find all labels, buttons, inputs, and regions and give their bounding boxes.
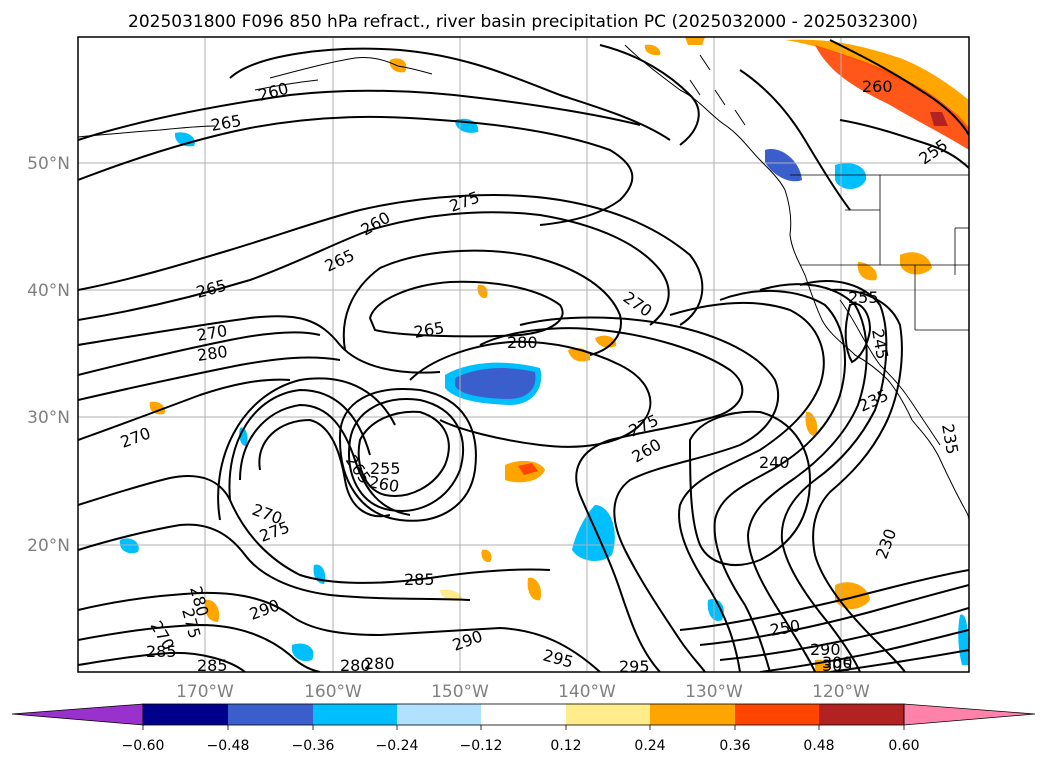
colorbar-swatch: [397, 704, 481, 725]
colorbar-tick-label: −0.12: [460, 738, 503, 754]
map-title: 2025031800 F096 850 hPa refract., river …: [128, 12, 918, 32]
colorbar-tick-label: 0.48: [803, 738, 834, 754]
colorbar-tick-label: −0.60: [122, 738, 165, 754]
lon-label: 140°W: [558, 682, 616, 702]
contour-label: 280: [340, 656, 371, 675]
contour-label: 285: [404, 570, 435, 589]
colorbar-extend-low: [11, 703, 144, 726]
gridlines: [78, 37, 969, 672]
contour-label: 285: [146, 642, 177, 661]
colorbar-swatch: [735, 704, 819, 725]
contour-label: 280: [196, 342, 229, 365]
colorbar-swatch: [481, 704, 566, 725]
colorbar-tick-label: 0.36: [719, 738, 750, 754]
contour-label: 240: [759, 453, 790, 472]
colorbar-tick-label: −0.48: [207, 738, 250, 754]
lon-label: 170°W: [176, 682, 234, 702]
lat-label: 30°N: [27, 408, 70, 428]
longitude-labels: 170°W 160°W 150°W 140°W 130°W 120°W: [176, 682, 870, 702]
contour-label: 290: [810, 640, 841, 659]
colorbar: −0.60 −0.48 −0.36 −0.24 −0.12 0.12 0.24 …: [11, 703, 1036, 754]
colorbar-swatch: [143, 704, 228, 725]
contour-label: 280: [364, 654, 395, 673]
contour-label: 280: [507, 333, 538, 352]
colorbar-swatch: [819, 704, 904, 725]
contour-label: 285: [197, 656, 228, 675]
lon-label: 160°W: [304, 682, 362, 702]
map-area: [78, 37, 969, 672]
borders: [790, 174, 969, 331]
precip-shading: [119, 37, 969, 672]
contour-label: 295: [619, 657, 650, 676]
contour-label: 305: [822, 656, 853, 675]
latitude-labels: 50°N 40°N 30°N 20°N: [27, 154, 70, 556]
contour-label: 255: [848, 288, 879, 307]
colorbar-tick-label: −0.24: [376, 738, 419, 754]
colorbar-swatch: [566, 704, 650, 725]
contour-label: 255: [370, 459, 401, 478]
contour-label: 300: [822, 653, 853, 672]
colorbar-tick-label: 0.24: [634, 738, 665, 754]
lat-label: 20°N: [27, 536, 70, 556]
contour-label: 260: [862, 77, 893, 96]
colorbar-tick-label: −0.36: [292, 738, 335, 754]
lon-label: 120°W: [812, 682, 870, 702]
colorbar-tick-label: 0.12: [550, 738, 581, 754]
colorbar-swatch: [228, 704, 313, 725]
lat-label: 40°N: [27, 281, 70, 301]
map-frame: [77, 36, 970, 673]
colorbar-swatch: [650, 704, 735, 725]
colorbar-swatch: [313, 704, 397, 725]
refractivity-contours: [78, 39, 969, 672]
colorbar-tick-label: 0.60: [888, 738, 919, 754]
colorbar-extend-high: [903, 703, 1036, 726]
lon-label: 150°W: [431, 682, 489, 702]
coastlines: [78, 44, 969, 521]
lon-label: 130°W: [685, 682, 743, 702]
lat-label: 50°N: [27, 154, 70, 174]
